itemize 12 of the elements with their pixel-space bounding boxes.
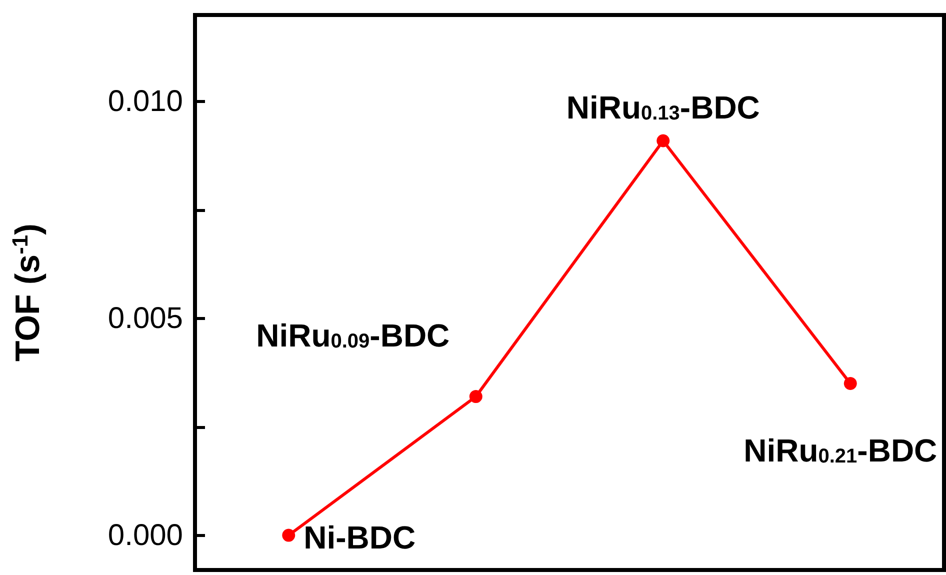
point — [282, 528, 296, 542]
y-tick-label: 0.005 — [108, 302, 183, 336]
y-tick-label: 0.010 — [108, 85, 183, 118]
annotation: Ni-BDC — [304, 519, 416, 556]
annotation: NiRu0.13-BDC — [566, 90, 760, 126]
point — [844, 377, 857, 390]
annotation: NiRu0.21-BDC — [744, 432, 938, 469]
annotation: NiRu0.09-BDC — [256, 318, 450, 354]
point — [656, 134, 670, 148]
point — [469, 390, 482, 404]
y-axis-title: TOF (s-1) — [8, 224, 47, 362]
y-tick-label: 0.000 — [108, 518, 183, 552]
